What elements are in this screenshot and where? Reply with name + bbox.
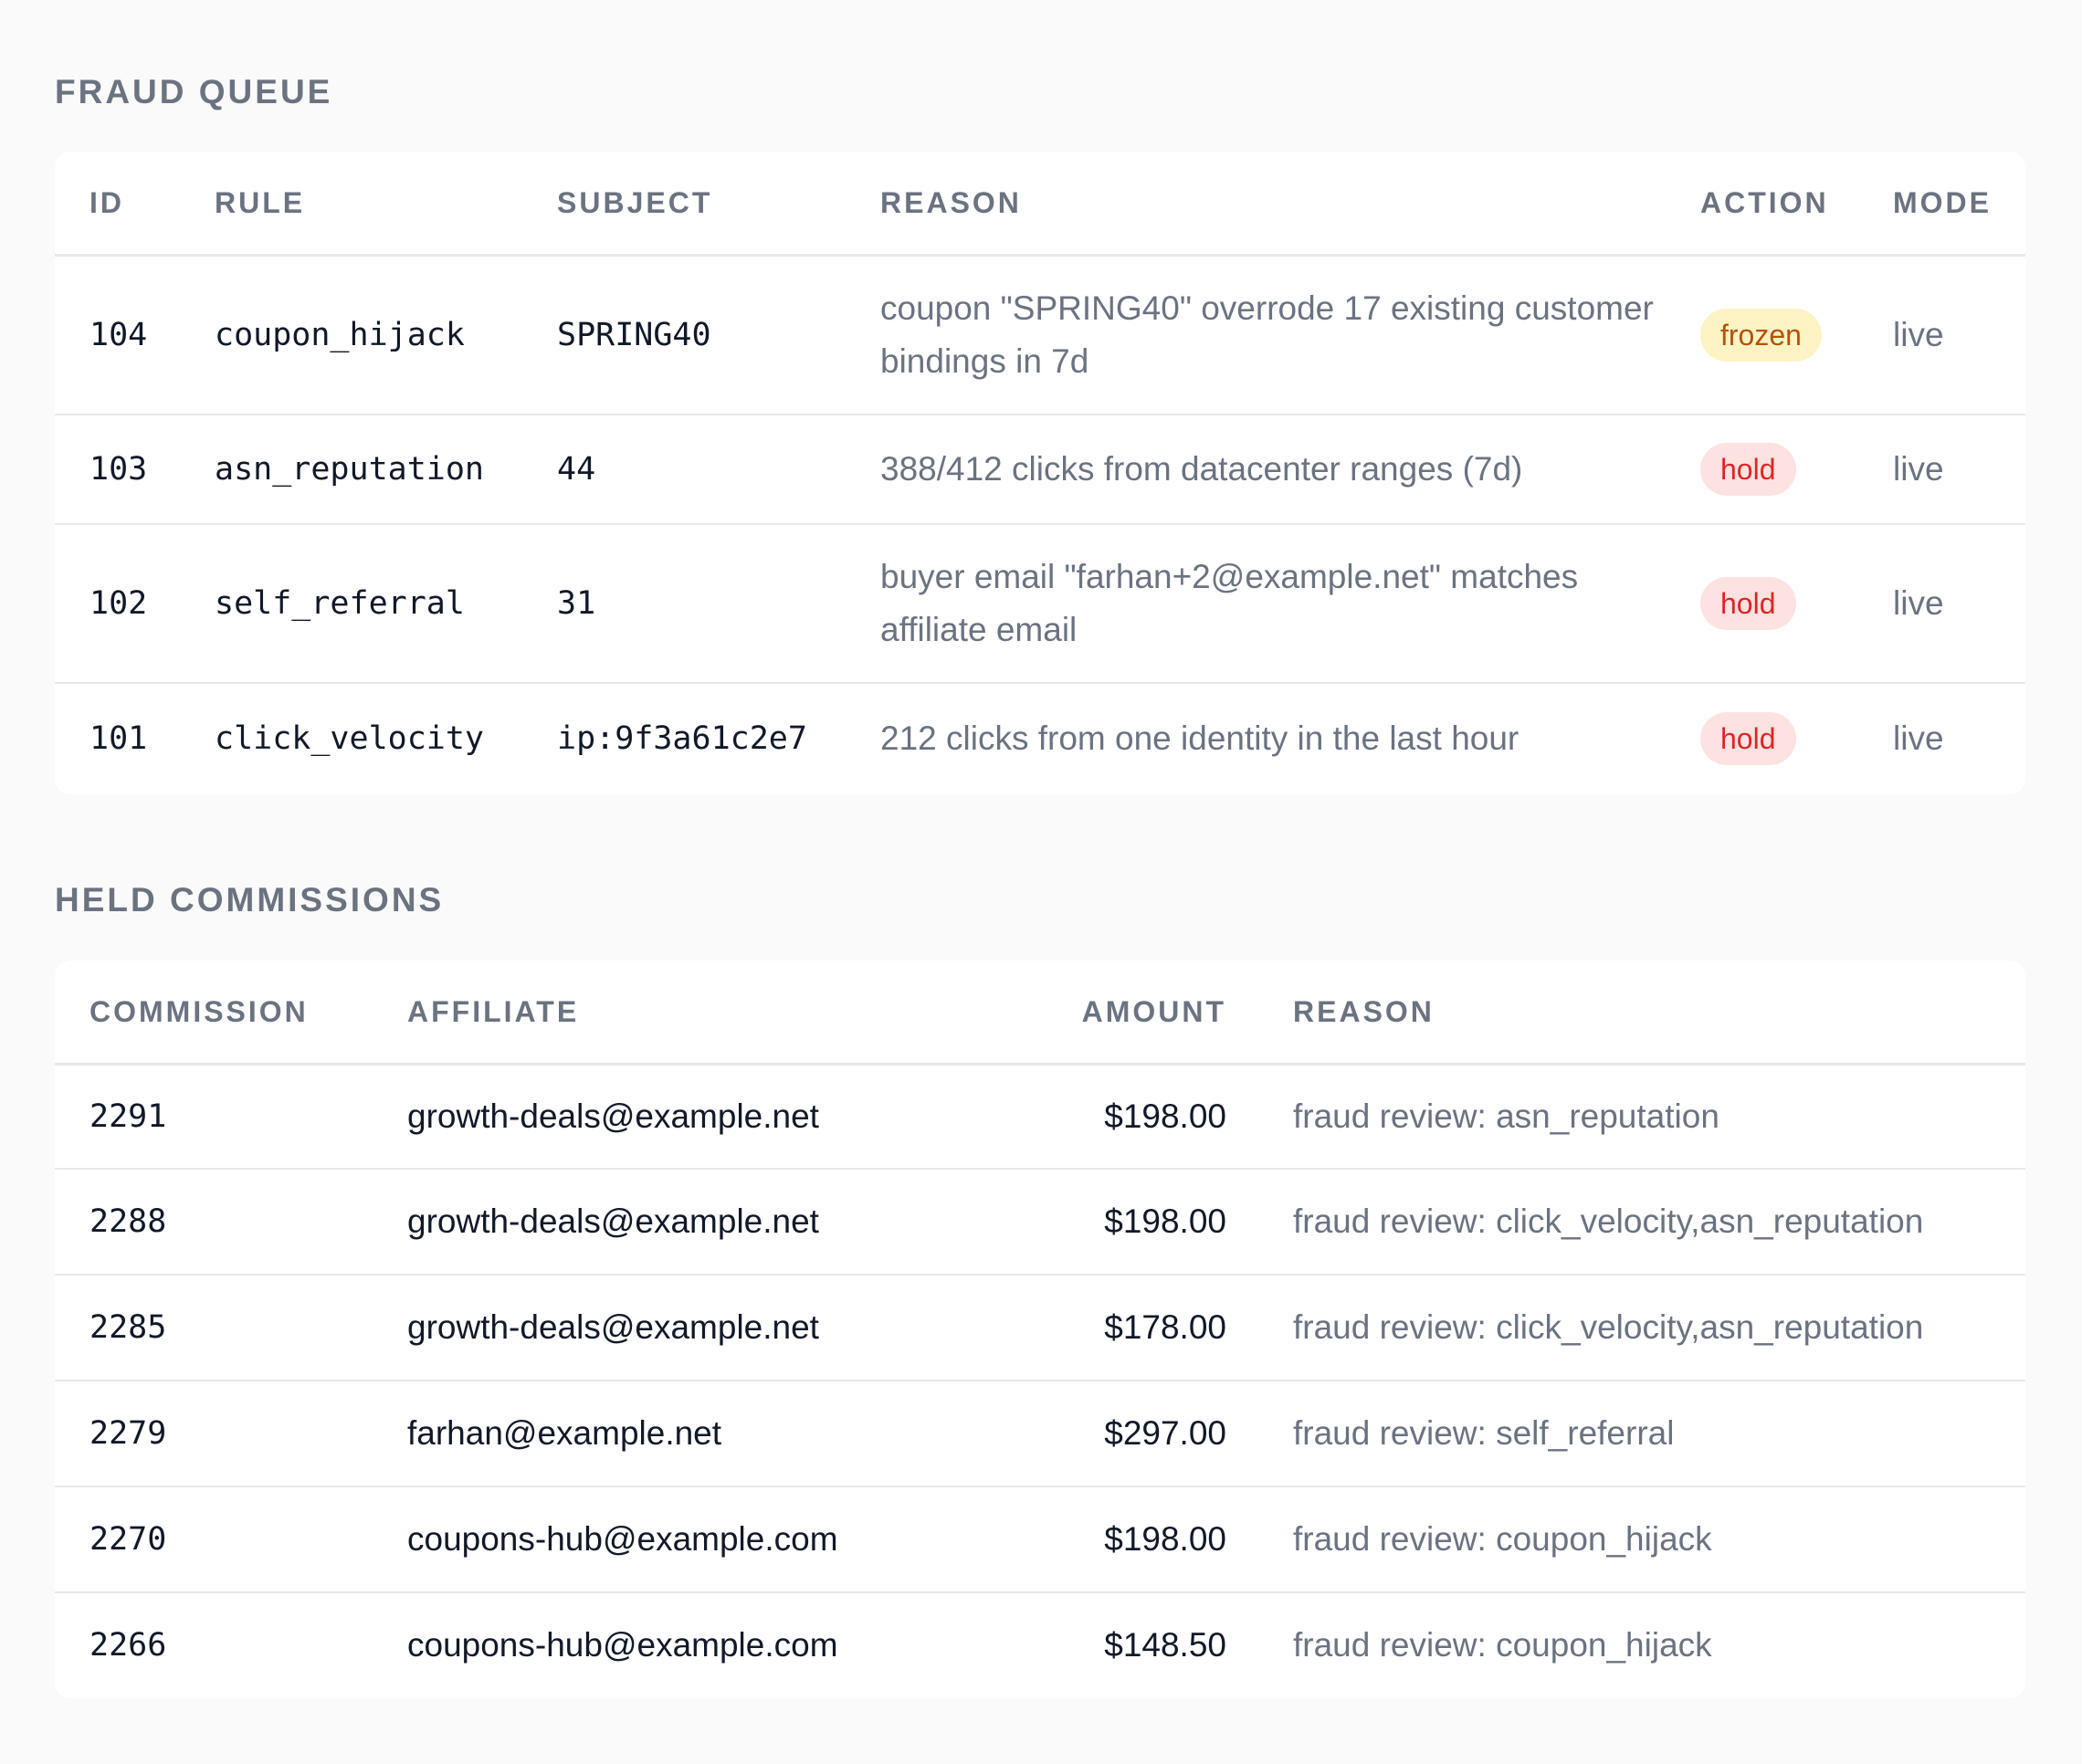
commission-amount: $178.00 bbox=[957, 1274, 1226, 1381]
affiliate-email: growth-deals@example.net bbox=[373, 1064, 957, 1170]
commission-amount: $297.00 bbox=[957, 1380, 1226, 1487]
held-commissions-table: COMMISSION AFFILIATE AMOUNT REASON 2291 … bbox=[55, 961, 2025, 1698]
fraud-subject: 44 bbox=[522, 414, 846, 525]
commission-id: 2291 bbox=[55, 1064, 373, 1170]
fraud-mode: live bbox=[1893, 719, 1944, 757]
column-header-commission[interactable]: COMMISSION bbox=[55, 961, 373, 1066]
fraud-reason: 388/412 clicks from datacenter ranges (7… bbox=[846, 414, 1666, 525]
table-row[interactable]: 2266 coupons-hub@example.com $148.50 fra… bbox=[55, 1592, 2025, 1698]
fraud-reason: 212 clicks from one identity in the last… bbox=[880, 719, 1519, 757]
fraud-subject: ip:9f3a61c2e7 bbox=[557, 720, 807, 757]
table-row[interactable]: 2270 coupons-hub@example.com $198.00 fra… bbox=[55, 1486, 2025, 1593]
fraud-rule: self_referral bbox=[180, 523, 522, 684]
fraud-action-cell: hold bbox=[1666, 523, 1858, 684]
fraud-action-cell: hold bbox=[1666, 683, 1858, 794]
fraud-subject: 31 bbox=[522, 523, 846, 684]
table-row[interactable]: 2288 growth-deals@example.net $198.00 fr… bbox=[55, 1168, 2025, 1276]
commission-amount: $198.00 bbox=[957, 1168, 1226, 1276]
affiliate-email: coupons-hub@example.com bbox=[407, 1626, 838, 1664]
column-header-amount[interactable]: AMOUNT bbox=[957, 961, 1226, 1066]
fraud-subject: SPRING40 bbox=[522, 255, 846, 415]
commission-id: 2288 bbox=[55, 1168, 373, 1276]
fraud-mode: live bbox=[1858, 414, 2025, 525]
status-badge-hold[interactable]: hold bbox=[1700, 576, 1796, 630]
affiliate-email: farhan@example.net bbox=[373, 1380, 957, 1487]
column-header-reason[interactable]: REASON bbox=[1226, 961, 2025, 1066]
column-header-rule[interactable]: RULE bbox=[180, 152, 522, 257]
table-row[interactable]: 2279 farhan@example.net $297.00 fraud re… bbox=[55, 1380, 2025, 1487]
fraud-mode: live bbox=[1858, 523, 2025, 684]
fraud-action-cell: hold bbox=[1666, 414, 1858, 525]
held-commissions-title: HELD COMMISSIONS bbox=[55, 881, 445, 919]
commission-reason: fraud review: coupon_hijack bbox=[1226, 1486, 2025, 1593]
status-badge-frozen[interactable]: frozen bbox=[1700, 308, 1822, 362]
commission-reason: fraud review: coupon_hijack bbox=[1293, 1626, 1712, 1664]
table-row[interactable]: 103 asn_reputation 44 388/412 clicks fro… bbox=[55, 414, 2025, 525]
fraud-queue-header-row: ID RULE SUBJECT REASON ACTION MODE bbox=[55, 152, 2025, 257]
fraud-queue-card: ID RULE SUBJECT REASON ACTION MODE 104 c… bbox=[55, 152, 2025, 794]
table-row[interactable]: 102 self_referral 31 buyer email "farhan… bbox=[55, 523, 2025, 684]
commission-reason: fraud review: click_velocity,asn_reputat… bbox=[1226, 1168, 2025, 1276]
fraud-rule: click_velocity bbox=[215, 720, 485, 757]
status-badge-hold[interactable]: hold bbox=[1700, 712, 1796, 765]
column-header-action[interactable]: ACTION bbox=[1666, 152, 1858, 257]
commission-reason: fraud review: asn_reputation bbox=[1226, 1064, 2025, 1170]
fraud-mode: live bbox=[1858, 255, 2025, 415]
affiliate-email: growth-deals@example.net bbox=[373, 1274, 957, 1381]
commission-id: 2266 bbox=[89, 1627, 167, 1664]
fraud-id: 103 bbox=[55, 414, 180, 525]
fraud-reason: coupon "SPRING40" overrode 17 existing c… bbox=[846, 255, 1666, 415]
held-commissions-header-row: COMMISSION AFFILIATE AMOUNT REASON bbox=[55, 961, 2025, 1066]
fraud-queue-title: FRAUD QUEUE bbox=[55, 73, 333, 110]
column-header-reason[interactable]: REASON bbox=[846, 152, 1666, 257]
column-header-id[interactable]: ID bbox=[55, 152, 180, 257]
fraud-id: 101 bbox=[89, 720, 148, 757]
fraud-rule: asn_reputation bbox=[180, 414, 522, 525]
commission-amount: $198.00 bbox=[957, 1064, 1226, 1170]
table-row[interactable]: 104 coupon_hijack SPRING40 coupon "SPRIN… bbox=[55, 255, 2025, 415]
status-badge-hold[interactable]: hold bbox=[1700, 442, 1796, 496]
column-header-subject[interactable]: SUBJECT bbox=[522, 152, 846, 257]
commission-id: 2270 bbox=[55, 1486, 373, 1593]
column-header-affiliate[interactable]: AFFILIATE bbox=[373, 961, 957, 1066]
commission-reason: fraud review: self_referral bbox=[1226, 1380, 2025, 1487]
commission-id: 2279 bbox=[55, 1380, 373, 1487]
fraud-rule: coupon_hijack bbox=[180, 255, 522, 415]
fraud-reason: buyer email "farhan+2@example.net" match… bbox=[846, 523, 1666, 684]
fraud-id: 102 bbox=[55, 523, 180, 684]
fraud-action-cell: frozen bbox=[1666, 255, 1858, 415]
table-row[interactable]: 2291 growth-deals@example.net $198.00 fr… bbox=[55, 1064, 2025, 1170]
fraud-queue-table: ID RULE SUBJECT REASON ACTION MODE 104 c… bbox=[55, 152, 2025, 794]
fraud-id: 104 bbox=[55, 255, 180, 415]
table-row[interactable]: 101 click_velocity ip:9f3a61c2e7 212 cli… bbox=[55, 683, 2025, 794]
commission-reason: fraud review: click_velocity,asn_reputat… bbox=[1226, 1274, 2025, 1381]
commission-amount: $198.00 bbox=[957, 1486, 1226, 1593]
commission-id: 2285 bbox=[55, 1274, 373, 1381]
commission-amount: $148.50 bbox=[1104, 1626, 1226, 1664]
held-commissions-card: COMMISSION AFFILIATE AMOUNT REASON 2291 … bbox=[55, 961, 2025, 1698]
affiliate-email: coupons-hub@example.com bbox=[373, 1486, 957, 1593]
affiliate-email: growth-deals@example.net bbox=[373, 1168, 957, 1276]
table-row[interactable]: 2285 growth-deals@example.net $178.00 fr… bbox=[55, 1274, 2025, 1381]
column-header-mode[interactable]: MODE bbox=[1858, 152, 2025, 257]
